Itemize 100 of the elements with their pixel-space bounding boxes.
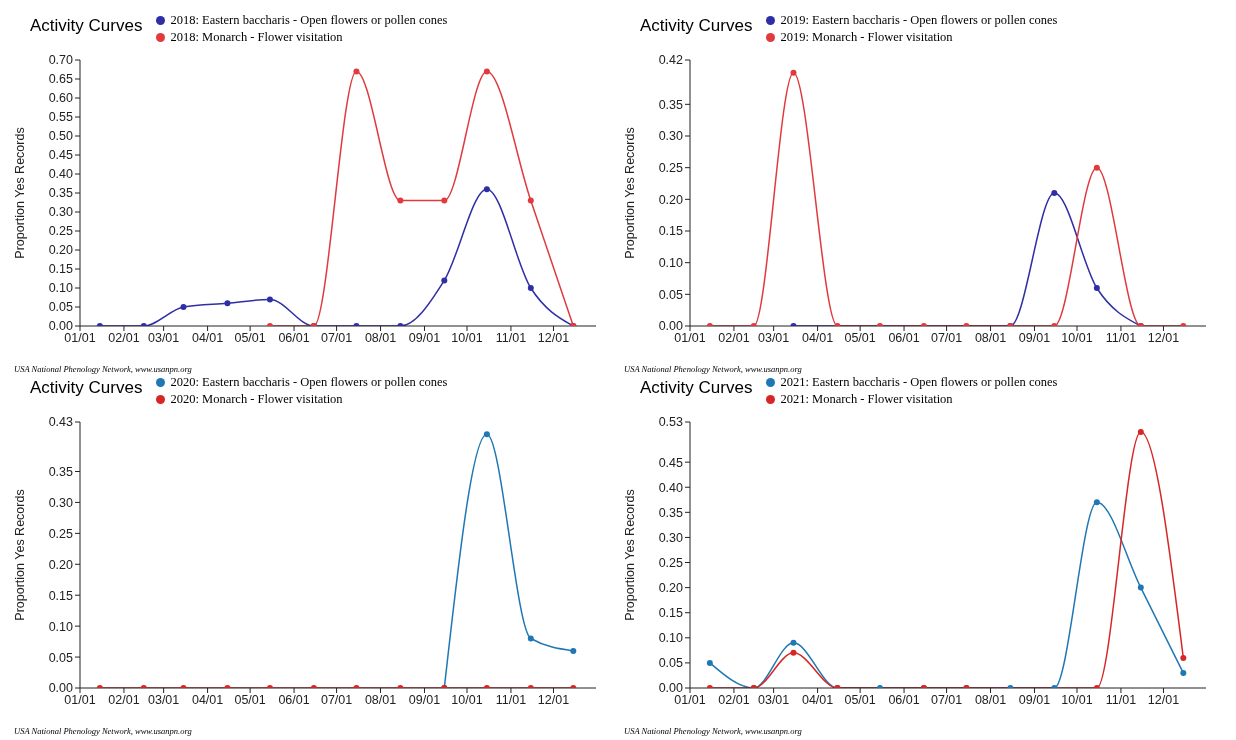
y-tick-label: 0.25 (48, 526, 74, 541)
x-tick-label: 10/01 (451, 692, 483, 707)
legend-label: 2018: Eastern baccharis - Open flowers or pollen cones (170, 12, 448, 29)
y-tick-label: 0.35 (658, 97, 684, 112)
x-tick-label: 07/01 (320, 692, 353, 707)
text: USA National Phenology Network, www.usanpn.org (13, 726, 193, 736)
point (790, 639, 797, 646)
y-tick-label: 0.25 (48, 224, 74, 239)
point (527, 285, 534, 291)
chart-title: Activity Curves (640, 378, 753, 398)
y-tick-label: 0.10 (658, 631, 684, 646)
y-tick-label: 0.10 (658, 256, 684, 271)
y-tick-label: 0.40 (48, 167, 74, 182)
y-tick-label: 0.40 (658, 480, 684, 495)
point (1051, 190, 1058, 196)
x-tick-label: 02/01 (718, 330, 750, 345)
x-tick-label: 04/01 (191, 692, 224, 707)
y-tick-label: 0.35 (658, 505, 684, 520)
y-tick-label: 0.20 (658, 581, 684, 596)
point (180, 304, 187, 310)
legend-label: 2019: Eastern baccharis - Open flowers or pollen cones (780, 12, 1058, 29)
y-tick-label: 0.45 (48, 148, 74, 163)
y-tick-label: 0.15 (658, 224, 684, 239)
y-tick-label: 0.05 (48, 300, 74, 315)
y-axis-title: Proportion Yes Records (623, 489, 638, 621)
y-tick-label: 0.15 (48, 588, 74, 603)
x-tick-label: 10/01 (451, 330, 483, 345)
legend-label: 2021: Eastern baccharis - Open flowers or pollen cones (780, 374, 1058, 391)
y-tick-label: 0.30 (48, 205, 74, 220)
y-tick-label: 0.60 (48, 91, 74, 106)
point (570, 647, 577, 654)
x-tick-label: 02/01 (108, 692, 140, 707)
x-tick-label: 04/01 (801, 692, 834, 707)
x-tick-label: 06/01 (278, 330, 310, 345)
y-tick-label: 0.20 (48, 243, 74, 258)
point (1137, 584, 1144, 591)
y-tick-label: 0.35 (48, 464, 74, 479)
point (790, 69, 797, 76)
y-tick-label: 0.45 (658, 455, 684, 470)
y-tick-label: 0.35 (48, 186, 74, 201)
y-tick-label: 0.50 (48, 129, 74, 144)
chart-title: Activity Curves (640, 16, 753, 36)
x-tick-label: 04/01 (191, 330, 224, 345)
y-tick-label: 0.53 (658, 415, 684, 430)
x-tick-label: 06/01 (888, 330, 920, 345)
x-tick-label: 09/01 (1018, 330, 1051, 345)
text: USA National Phenology Network, www.usanpn.org (623, 726, 803, 736)
point (441, 197, 448, 204)
legend-label: 2021: Monarch - Flower visitation (780, 391, 953, 408)
point (224, 300, 231, 307)
y-tick-label: 0.10 (48, 281, 74, 296)
x-tick-label: 10/01 (1061, 330, 1093, 345)
x-tick-label: 11/01 (495, 330, 527, 345)
x-tick-label: 02/01 (718, 692, 750, 707)
y-tick-label: 0.15 (48, 262, 74, 277)
point (353, 68, 360, 75)
y-tick-label: 0.20 (48, 557, 74, 572)
y-tick-label: 0.20 (658, 192, 684, 207)
chart-title: Activity Curves (30, 378, 143, 398)
y-axis-title: Proportion Yes Records (13, 127, 28, 259)
point (527, 635, 534, 642)
y-tick-label: 0.30 (48, 495, 74, 510)
y-axis-title: Proportion Yes Records (13, 489, 28, 621)
x-tick-label: 03/01 (758, 692, 790, 707)
y-tick-label: 0.30 (658, 129, 684, 144)
x-tick-label: 12/01 (1147, 692, 1180, 707)
point (1180, 669, 1187, 676)
point (483, 68, 490, 75)
x-tick-label: 11/01 (1105, 692, 1137, 707)
x-tick-label: 07/01 (320, 330, 353, 345)
point (266, 296, 273, 303)
legend-label: 2020: Eastern baccharis - Open flowers or pollen cones (170, 374, 448, 391)
y-tick-label: 0.10 (48, 619, 74, 634)
x-tick-label: 09/01 (408, 330, 441, 345)
x-tick-label: 11/01 (495, 692, 527, 707)
y-axis-title: Proportion Yes Records (623, 127, 638, 259)
y-tick-label: 0.15 (658, 606, 684, 621)
x-tick-label: 10/01 (1061, 692, 1093, 707)
text: USA National Phenology Network, www.usanpn.org (13, 364, 193, 374)
x-tick-label: 03/01 (758, 330, 790, 345)
y-tick-label: 0.30 (658, 530, 684, 545)
x-tick-label: 06/01 (888, 692, 920, 707)
text: USA National Phenology Network, www.usanpn.org (623, 364, 803, 374)
x-tick-label: 05/01 (844, 692, 876, 707)
x-tick-label: 09/01 (1018, 692, 1051, 707)
legend-label: 2020: Monarch - Flower visitation (170, 391, 343, 408)
point (1180, 654, 1187, 661)
x-tick-label: 07/01 (930, 692, 963, 707)
point (397, 197, 404, 204)
x-tick-label: 05/01 (234, 692, 266, 707)
y-tick-label: 0.05 (658, 656, 684, 671)
y-tick-label: 0.65 (48, 72, 74, 87)
x-tick-label: 02/01 (108, 330, 140, 345)
chart-title: Activity Curves (30, 16, 143, 36)
x-tick-label: 03/01 (148, 330, 180, 345)
point (1093, 285, 1100, 291)
y-tick-label: 0.42 (658, 53, 684, 68)
x-tick-label: 03/01 (148, 692, 180, 707)
point (1093, 164, 1100, 171)
x-tick-label: 12/01 (537, 692, 570, 707)
